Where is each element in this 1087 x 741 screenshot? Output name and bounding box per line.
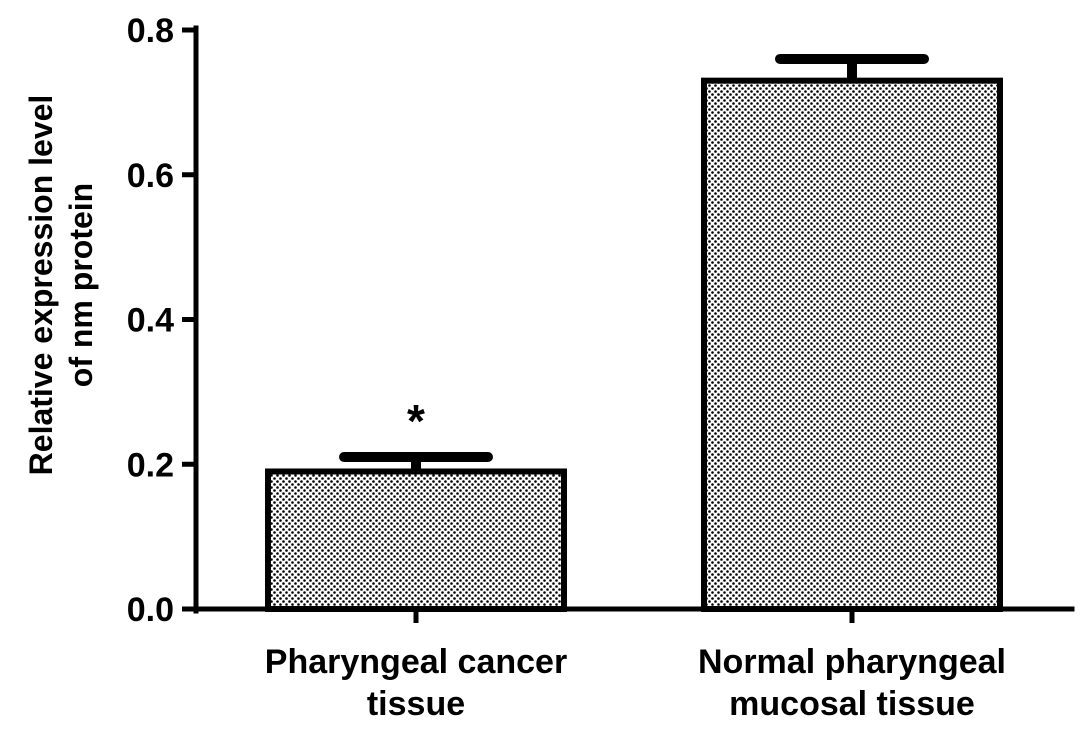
y-tick-label: 0.8 [127,12,174,50]
x-tick-label-line: Pharyngeal cancer [265,643,567,681]
y-tick-label: 0.2 [127,446,174,484]
y-axis: 0.0 0.2 0.4 0.6 0.8 [127,12,199,629]
x-tick-label: Normal pharyngeal mucosal tissue [698,643,1006,723]
x-tick-label: Pharyngeal cancer tissue [265,643,567,723]
y-axis-label: Relative expression level of nm protein [23,95,99,476]
bar [701,77,1003,613]
y-axis-title-line: of nm protein [63,183,99,387]
significance-marker: * [407,395,425,447]
bar [265,468,567,612]
y-axis-title-line: Relative expression level [23,95,59,476]
y-axis-title: Relative expression level of nm protein [23,95,99,476]
x-tick-label-line: tissue [367,685,465,723]
bars: * [265,53,1003,613]
x-axis: Pharyngeal cancer tissue Normal pharyngeal… [193,606,1075,723]
y-tick-label: 0.4 [127,302,174,340]
y-tick-label: 0.0 [127,591,174,629]
y-tick-label: 0.6 [127,157,174,195]
x-tick-label-line: mucosal tissue [729,685,975,723]
x-tick-label-line: Normal pharyngeal [698,643,1006,681]
